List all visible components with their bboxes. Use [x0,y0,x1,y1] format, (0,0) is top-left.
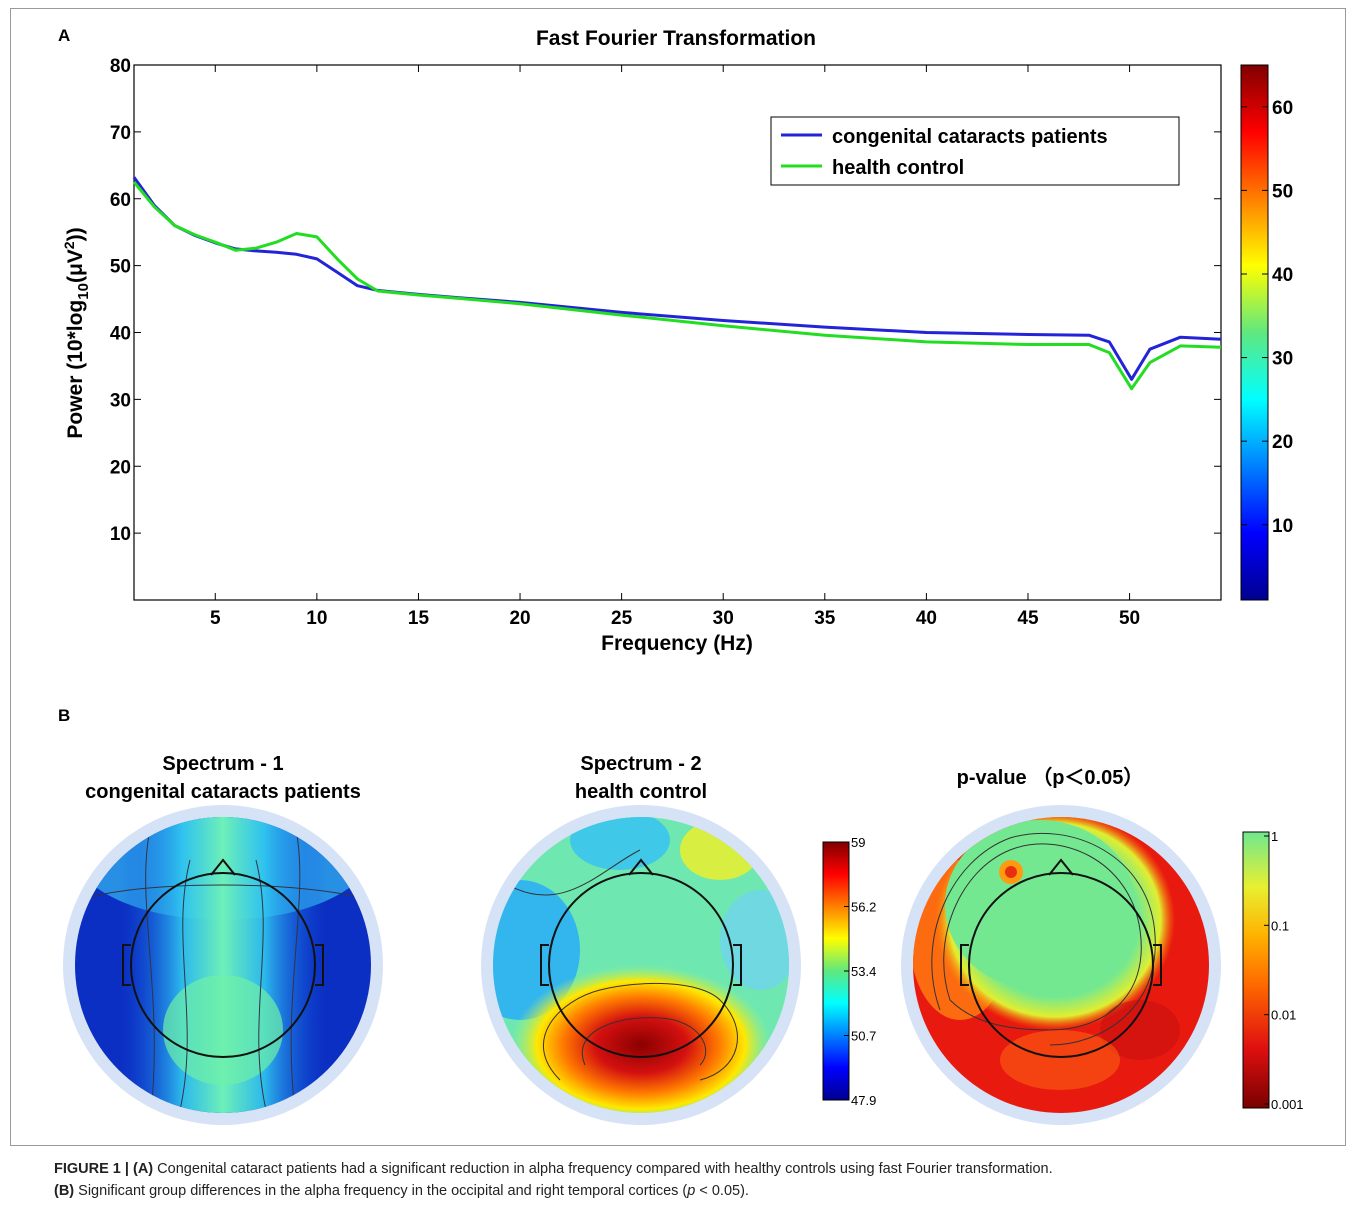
topo2-title: Spectrum - 2 [580,753,701,775]
caption-label: FIGURE 1 | [54,1161,133,1177]
y-tick-label: 30 [110,390,131,411]
colorbar-a [1240,64,1269,601]
caption-b-tag: (B) [54,1183,75,1199]
topo-colorbar-tick-label: 56.2 [851,900,876,915]
legend-label-control: health control [832,157,964,179]
x-tick-label: 20 [509,608,530,629]
fft-line-chart: Fast Fourier Transformation 5 10 15 20 25 30 3… [61,27,1293,655]
colorbar-tick-label: 30 [1272,349,1293,370]
x-axis-label: Frequency (Hz) [601,632,753,655]
x-tick-label: 40 [916,608,937,629]
legend-box [770,116,1180,186]
topographic-maps: Spectrum - 1 congenital cataracts patien… [63,753,1304,1125]
colorbar-tick-label: 60 [1272,98,1293,119]
legend: congenital cataracts patients health con… [770,116,1180,186]
chart-title: Fast Fourier Transformation [536,27,816,50]
caption-a-tag: (A) [133,1161,154,1177]
colorbar-tick-label: 50 [1272,181,1293,202]
x-tick-label: 35 [814,608,836,629]
figure-caption: FIGURE 1 | (A) Congenital cataract patie… [54,1158,1334,1202]
topo-colorbar-tick-label: 53.4 [851,964,876,979]
x-tick-label: 10 [306,608,327,629]
caption-b-text-1: Significant group differences in the alp… [74,1183,688,1199]
topo3-map [901,805,1221,1125]
x-tick-label: 45 [1017,608,1039,629]
x-tick-label: 50 [1119,608,1140,629]
x-tick-label: 15 [408,608,430,629]
colorbar-tick-label: 10 [1272,516,1293,537]
y-tick-label: 70 [110,123,131,144]
x-tick-label: 30 [713,608,734,629]
panel-a-letter: A [58,26,71,45]
topo3-title: p-value （p＜0.05） [957,766,1144,789]
y-tick-label: 10 [110,524,131,545]
x-tick-label: 5 [210,608,221,629]
figure-frame [10,8,1346,1146]
caption-a-text: Congenital cataract patients had a signi… [153,1161,1053,1177]
panel-b-letter: B [58,706,71,725]
topo-colorbar-tick-label: 50.7 [851,1029,876,1044]
topo1-map [63,805,383,1125]
topo-colorbar-tick-label: 1 [1271,829,1278,844]
y-tick-label: 80 [110,56,131,77]
caption-b-text-2: < 0.05). [695,1183,749,1199]
caption-b-p: p [687,1183,696,1199]
colorbar-tick-label: 40 [1272,265,1293,286]
topo1-title: Spectrum - 1 [162,753,283,775]
legend-label-patients: congenital cataracts patients [832,126,1108,148]
series-line-control [132,181,1222,391]
topo2-map [481,805,801,1125]
topo-colorbar-tick-label: 47.9 [851,1093,876,1108]
y-tick-label: 50 [110,257,131,278]
y-tick-label: 40 [110,324,131,345]
y-tick-label: 20 [110,457,131,478]
y-tick-label: 60 [110,190,131,211]
topo1-subtitle: congenital cataracts patients [85,781,361,803]
topo-colorbar-tick-label: 0.01 [1271,1008,1296,1023]
x-tick-label: 25 [611,608,633,629]
topo2-subtitle: health control [575,781,707,803]
colorbar-topo3 [1242,831,1270,1109]
topo-colorbar-tick-label: 0.001 [1271,1097,1304,1112]
topo-colorbar-tick-label: 59 [851,835,865,850]
topo-colorbar-tick-label: 0.1 [1271,918,1289,933]
colorbar-tick-label: 20 [1272,432,1293,453]
y-axis-label: Power (10*log10(μV2)) [61,227,92,438]
